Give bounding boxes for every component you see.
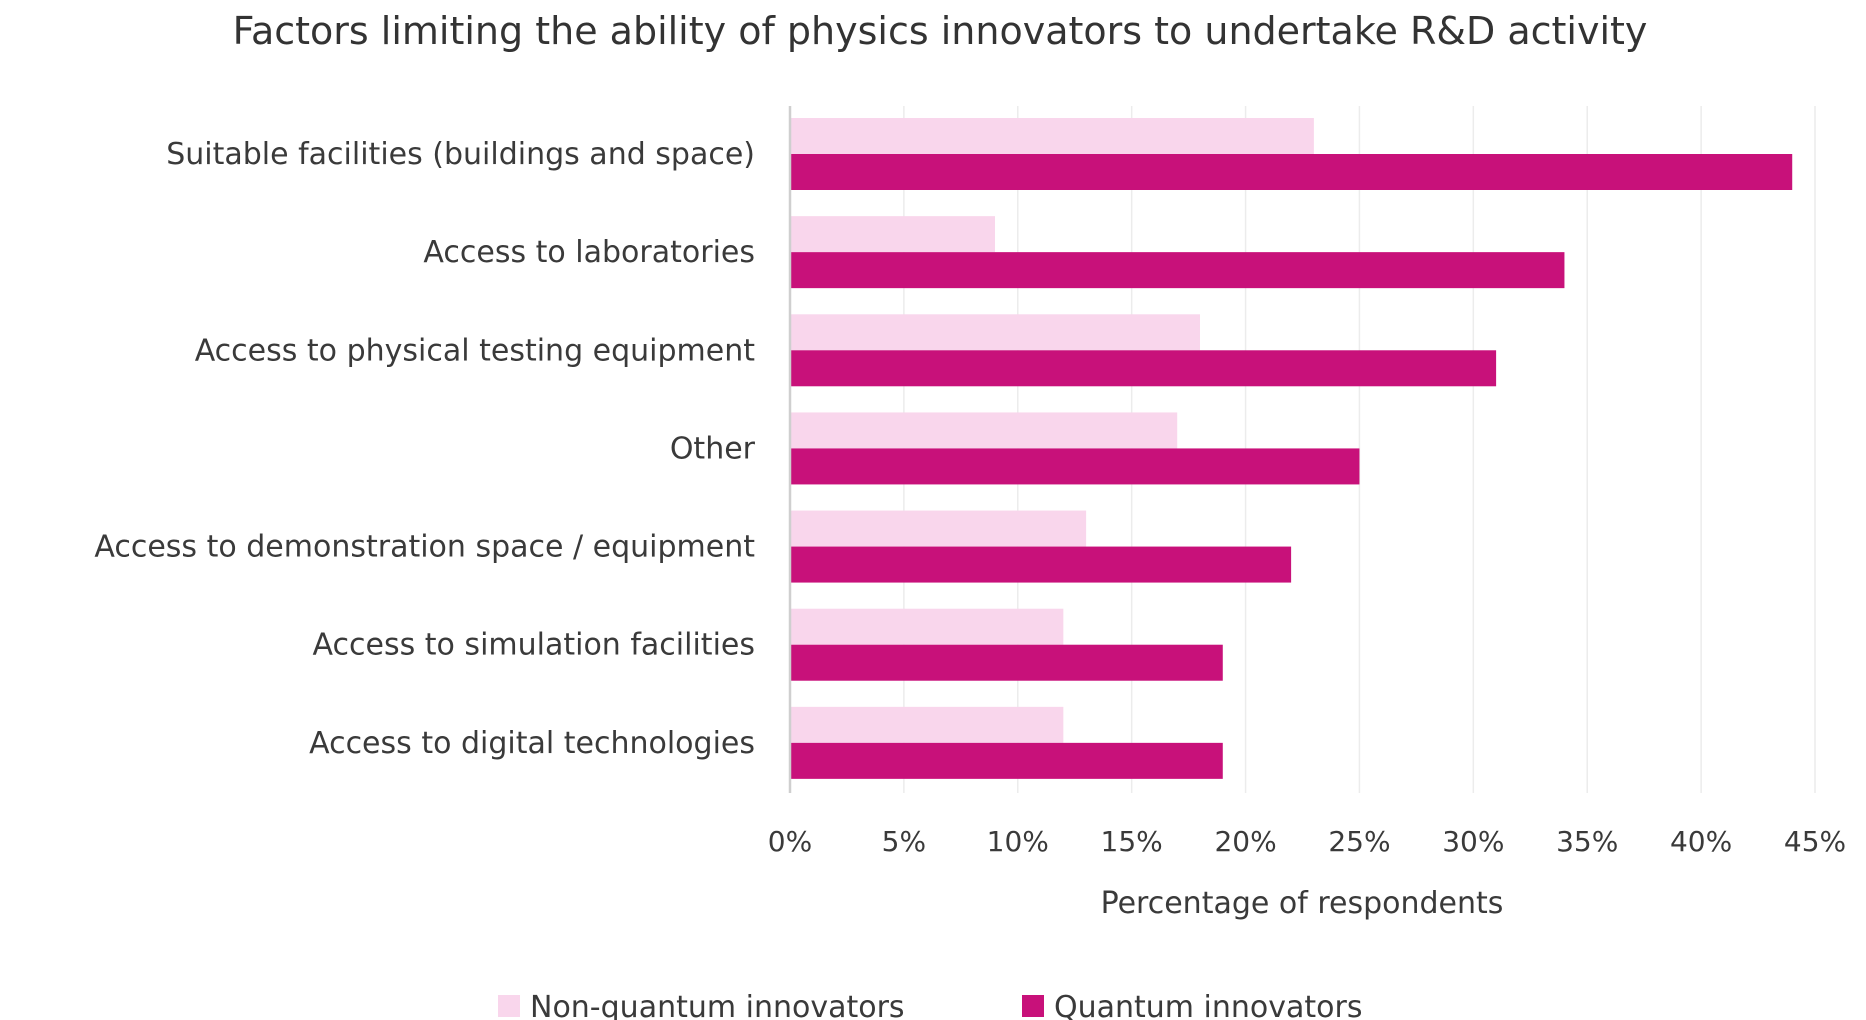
legend-label: Non-quantum innovators — [530, 990, 905, 1020]
x-tick-label: 0% — [768, 825, 812, 858]
x-tick-label: 30% — [1442, 825, 1504, 858]
chart-title: Factors limiting the ability of physics … — [233, 9, 1648, 53]
bar-quantum — [790, 546, 1292, 583]
legend-swatch — [498, 995, 520, 1017]
x-tick-label: 5% — [882, 825, 926, 858]
x-tick-label: 45% — [1784, 825, 1846, 858]
bar-non-quantum — [790, 216, 995, 253]
x-tick-label: 35% — [1556, 825, 1618, 858]
x-tick-label: 10% — [987, 825, 1049, 858]
category-label: Access to laboratories — [423, 235, 755, 270]
bar-non-quantum — [790, 510, 1087, 547]
category-label: Access to demonstration space / equipmen… — [94, 530, 755, 565]
x-tick-labels: 0% 5% 10% 15% 20% 25% 30% 35% 40% 45% — [768, 825, 1846, 858]
category-label: Access to physical testing equipment — [195, 333, 756, 368]
bar-quantum — [790, 644, 1223, 681]
category-label: Access to simulation facilities — [313, 628, 755, 663]
bar-non-quantum — [790, 608, 1064, 645]
bar-quantum — [790, 252, 1565, 289]
legend-swatch — [1022, 995, 1044, 1017]
category-labels: Suitable facilities (buildings and space… — [94, 137, 755, 761]
category-label: Suitable facilities (buildings and space… — [166, 137, 755, 172]
x-tick-label: 25% — [1328, 825, 1390, 858]
bar-quantum — [790, 742, 1223, 779]
bars — [790, 118, 1793, 779]
legend-label: Quantum innovators — [1054, 990, 1363, 1020]
bar-quantum — [790, 448, 1360, 485]
x-tick-label: 15% — [1101, 825, 1163, 858]
category-label: Other — [670, 431, 756, 466]
bar-non-quantum — [790, 118, 1314, 154]
bar-non-quantum — [790, 412, 1178, 449]
bar-non-quantum — [790, 314, 1200, 351]
bar-quantum — [790, 350, 1497, 387]
x-tick-label: 20% — [1214, 825, 1276, 858]
x-tick-label: 40% — [1670, 825, 1732, 858]
bar-non-quantum — [790, 706, 1064, 743]
legend: Non-quantum innovators Quantum innovators — [498, 990, 1363, 1020]
bar-quantum — [790, 154, 1793, 190]
x-axis-title: Percentage of respondents — [1101, 886, 1504, 921]
category-label: Access to digital technologies — [309, 726, 755, 761]
